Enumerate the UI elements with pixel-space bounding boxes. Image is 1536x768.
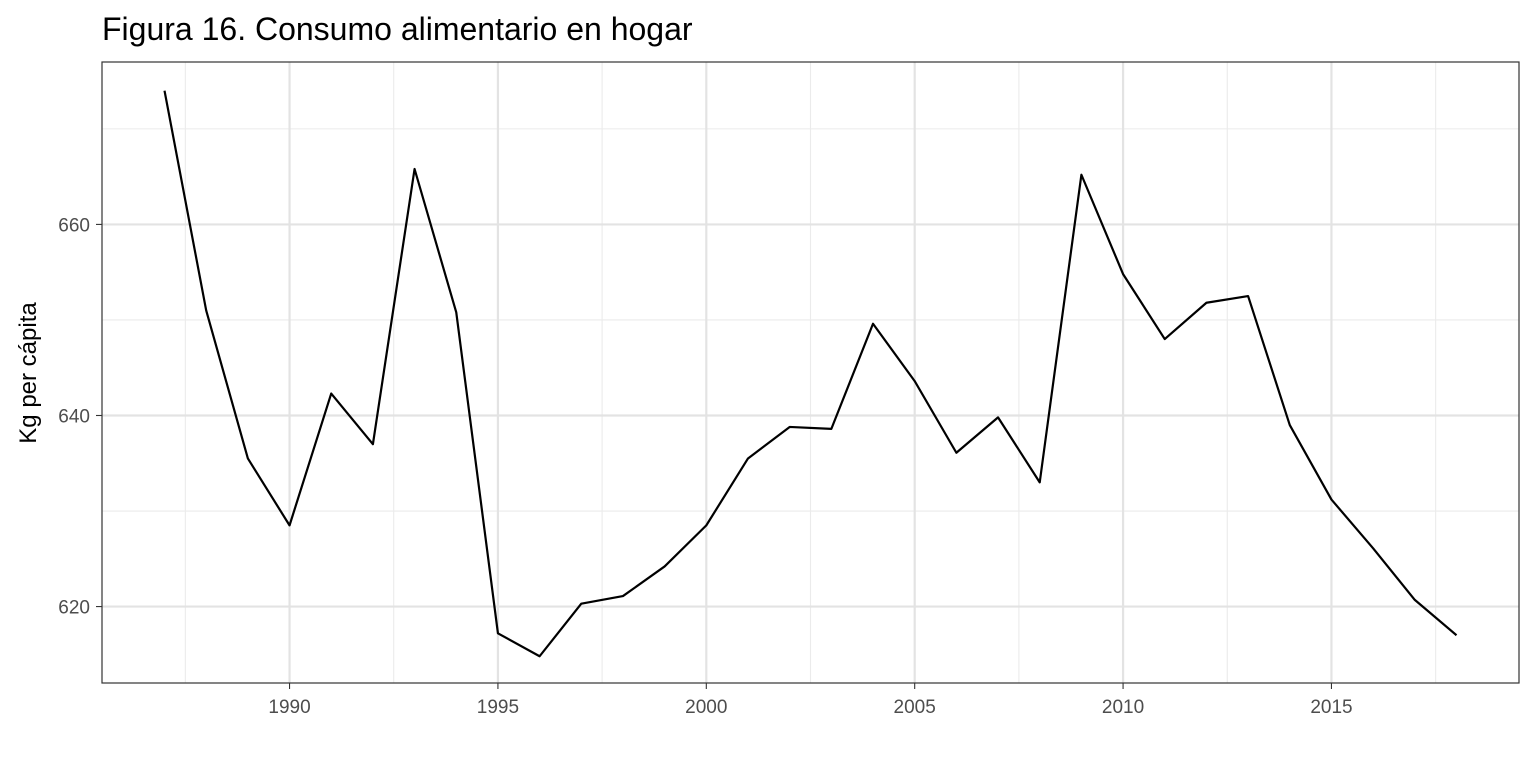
series-line	[163, 90, 1458, 658]
x-tick-label: 2005	[894, 697, 936, 718]
x-axis: 1990 1995 2000 2005 2010 2015	[268, 683, 1353, 718]
x-tick-label: 2000	[685, 697, 727, 718]
x-tick-label: 2015	[1310, 697, 1352, 718]
panel-border	[101, 61, 1520, 684]
major-gridlines	[102, 62, 1519, 683]
x-tick-label: 2010	[1102, 697, 1144, 718]
chart-title: Figura 16. Consumo alimentario en hogar	[102, 11, 693, 47]
y-axis: 620 640 660	[58, 215, 102, 619]
x-tick-label: 1995	[477, 697, 519, 718]
y-axis-title: Kg per cápita	[15, 302, 42, 444]
y-tick-label: 660	[58, 215, 90, 236]
x-tick-label: 1990	[268, 697, 310, 718]
y-tick-label: 640	[58, 406, 90, 427]
y-tick-label: 620	[58, 598, 90, 619]
minor-gridlines	[102, 62, 1519, 683]
